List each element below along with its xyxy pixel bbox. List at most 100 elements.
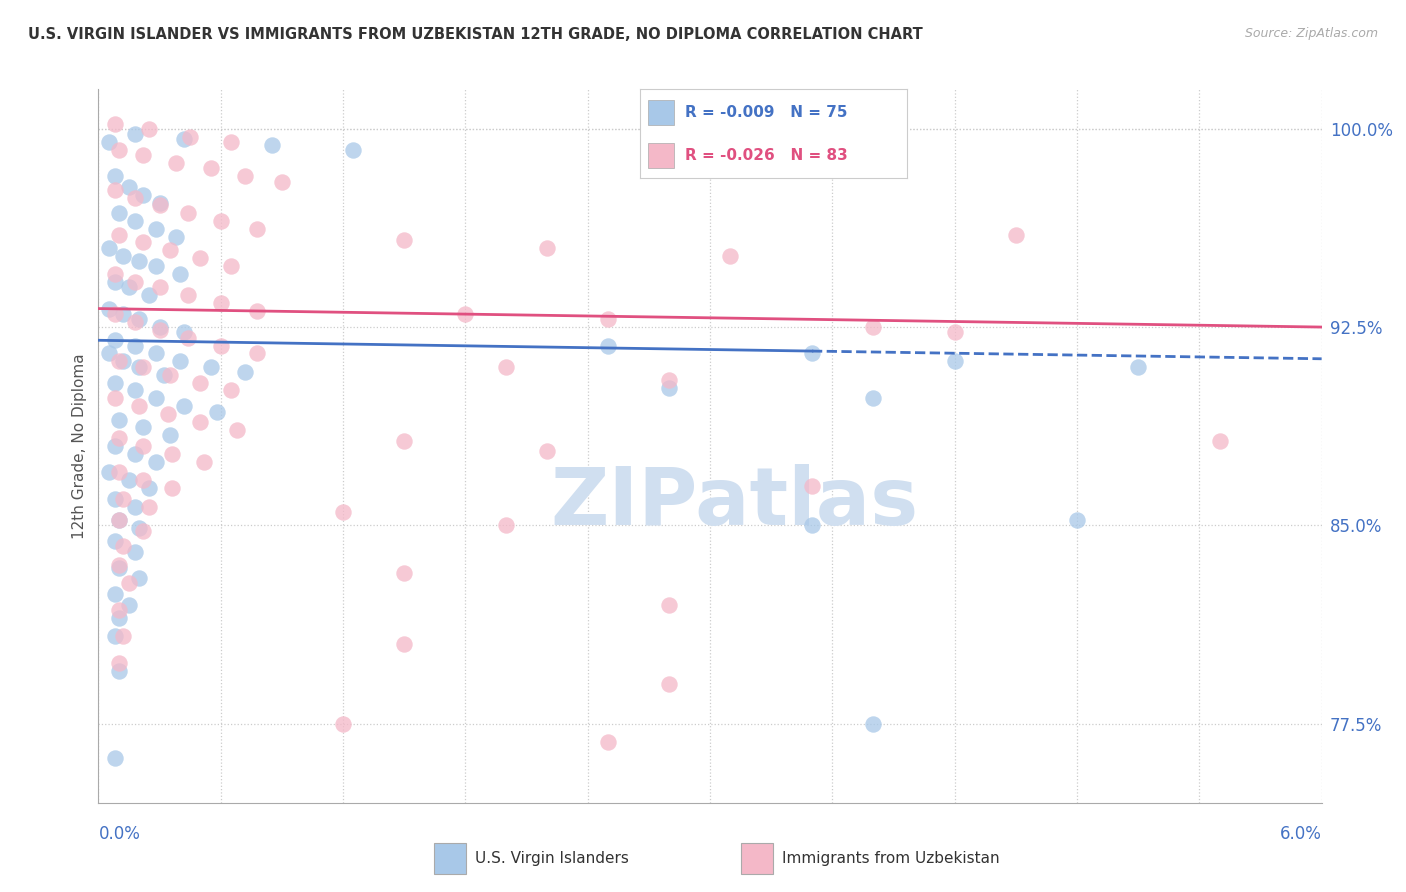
Point: [246, 222, 269, 236]
Point: [124, 315, 146, 329]
Point: [124, 214, 146, 228]
Point: [138, 481, 160, 495]
Point: [536, 444, 558, 458]
Point: [128, 400, 150, 414]
Point: [209, 214, 232, 228]
Point: [132, 148, 155, 162]
Point: [104, 751, 127, 765]
Point: [943, 354, 966, 368]
Point: [658, 381, 681, 395]
Point: [108, 227, 131, 242]
Point: [132, 439, 155, 453]
Point: [392, 637, 416, 651]
Point: [233, 169, 256, 184]
Point: [108, 513, 131, 527]
Point: [1126, 359, 1149, 374]
Bar: [741, 843, 773, 874]
Point: [104, 587, 127, 601]
Point: [209, 296, 232, 310]
Text: 6.0%: 6.0%: [1279, 825, 1322, 843]
Point: [108, 206, 131, 220]
Point: [108, 603, 131, 617]
Point: [165, 156, 187, 170]
Point: [219, 260, 242, 274]
Point: [108, 412, 131, 426]
Point: [145, 455, 167, 469]
Point: [108, 431, 131, 445]
Point: [219, 384, 242, 398]
Point: [149, 320, 172, 334]
Point: [104, 392, 127, 406]
Point: [233, 365, 256, 379]
Point: [179, 129, 201, 144]
Point: [111, 629, 134, 643]
Point: [118, 280, 141, 294]
Point: [801, 518, 824, 533]
Point: [342, 143, 364, 157]
Point: [124, 338, 146, 352]
Point: [658, 598, 681, 612]
Point: [165, 230, 187, 244]
Point: [160, 481, 183, 495]
Point: [97, 241, 120, 255]
Point: [118, 576, 141, 591]
Point: [801, 346, 824, 360]
Point: [108, 656, 131, 670]
Point: [209, 338, 232, 352]
Point: [132, 188, 155, 202]
Point: [132, 359, 155, 374]
Point: [132, 474, 155, 488]
Point: [392, 434, 416, 448]
Text: R = -0.026   N = 83: R = -0.026 N = 83: [685, 148, 848, 162]
Text: ZIPatlas: ZIPatlas: [550, 464, 918, 542]
Point: [104, 534, 127, 549]
Point: [596, 338, 619, 352]
Point: [596, 312, 619, 326]
Point: [169, 354, 191, 368]
Point: [392, 566, 416, 580]
Text: U.S. Virgin Islanders: U.S. Virgin Islanders: [475, 851, 628, 866]
Point: [145, 346, 167, 360]
Point: [111, 354, 134, 368]
Point: [159, 244, 181, 258]
Point: [188, 376, 211, 390]
Point: [97, 301, 120, 316]
Point: [159, 368, 181, 382]
Point: [495, 359, 517, 374]
Point: [104, 275, 127, 289]
Point: [862, 392, 884, 406]
Text: U.S. VIRGIN ISLANDER VS IMMIGRANTS FROM UZBEKISTAN 12TH GRADE, NO DIPLOMA CORREL: U.S. VIRGIN ISLANDER VS IMMIGRANTS FROM …: [28, 27, 922, 42]
Point: [111, 540, 134, 554]
Point: [149, 198, 172, 212]
Point: [1004, 227, 1026, 242]
Point: [124, 275, 146, 289]
Text: 0.0%: 0.0%: [98, 825, 141, 843]
Point: [156, 407, 179, 421]
Point: [97, 466, 120, 480]
Point: [128, 312, 150, 326]
Point: [138, 500, 160, 514]
Point: [108, 558, 131, 572]
Point: [454, 307, 477, 321]
Point: [149, 280, 172, 294]
Point: [801, 478, 824, 492]
Point: [132, 524, 155, 538]
Point: [169, 267, 191, 281]
Point: [108, 560, 131, 574]
Point: [97, 346, 120, 360]
Point: [332, 716, 354, 731]
Point: [332, 505, 354, 519]
Text: R = -0.009   N = 75: R = -0.009 N = 75: [685, 105, 848, 120]
Point: [173, 326, 195, 340]
Point: [111, 249, 134, 263]
Point: [862, 716, 884, 731]
Point: [596, 735, 619, 749]
Point: [943, 326, 966, 340]
Point: [226, 423, 249, 437]
Bar: [648, 143, 675, 168]
Point: [104, 629, 127, 643]
Point: [124, 545, 146, 559]
Point: [124, 447, 146, 461]
Point: [177, 331, 200, 345]
Point: [145, 392, 167, 406]
